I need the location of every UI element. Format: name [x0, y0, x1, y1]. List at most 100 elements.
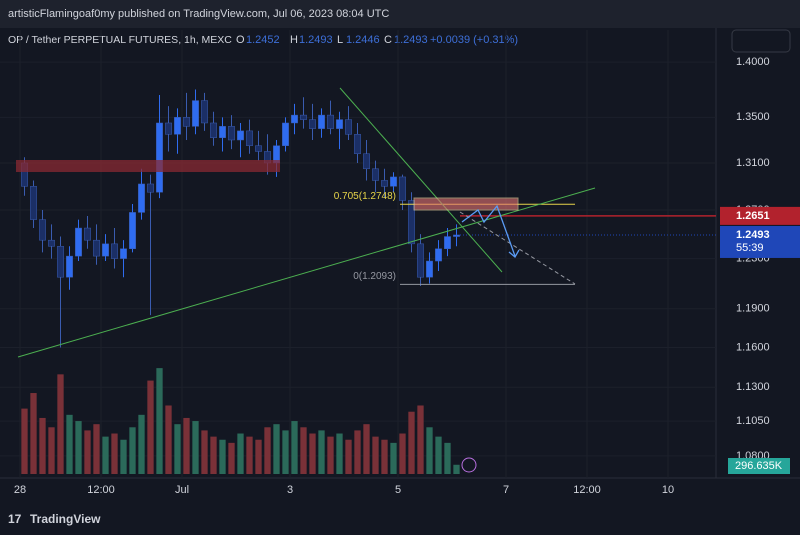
publish-bar	[0, 0, 800, 28]
volume-bar	[309, 433, 316, 474]
plot: 1.40001.35001.31001.27001.23001.19001.16…	[0, 30, 770, 496]
projection	[459, 211, 576, 285]
candle-body	[39, 219, 46, 241]
drawings	[16, 87, 596, 473]
fib-label: 0(1.2093)	[353, 271, 396, 282]
volume-bar	[390, 442, 397, 474]
x-tick-label: 10	[662, 484, 674, 496]
candle-body	[219, 126, 226, 138]
volume-bar	[183, 417, 190, 474]
fib-label: 0.705(1.2748)	[334, 191, 396, 202]
x-tick-label: 12:00	[573, 484, 601, 496]
volume-bar	[273, 424, 280, 474]
candle-body	[174, 117, 181, 135]
candle-body	[309, 119, 316, 129]
volume-bar	[318, 430, 325, 474]
ohlc-header: O 1.2452 H 1.2493 L 1.2446 C 1.2493 +0.0…	[236, 34, 518, 46]
candle-body	[327, 114, 334, 129]
volume-bar	[417, 405, 424, 474]
volume-bar	[435, 436, 442, 474]
candle-body	[129, 212, 136, 249]
candle-body	[111, 243, 118, 259]
x-tick-label: 7	[503, 484, 509, 496]
candle-body	[183, 117, 190, 127]
zone	[16, 160, 280, 172]
candle-body	[318, 114, 325, 129]
volume-bar	[21, 408, 28, 474]
volume-bar	[300, 427, 307, 474]
footer-bar	[0, 505, 800, 535]
c-label: C	[384, 34, 392, 46]
y-tick-label: 1.3100	[736, 157, 770, 169]
candle-body	[453, 234, 460, 237]
icon[interactable]	[461, 457, 477, 473]
candle-body	[165, 122, 172, 135]
publisher-line: artisticFlamingoaf0my published on Tradi…	[8, 8, 389, 20]
path-arrow	[461, 204, 516, 257]
volume-bar	[174, 424, 181, 474]
volume-bar	[120, 439, 127, 474]
c-value: 1.2493	[394, 34, 428, 46]
candle-body	[390, 176, 397, 187]
volume-bar	[75, 421, 82, 474]
candle-body	[102, 243, 109, 257]
candle-body	[291, 114, 298, 124]
y-tick-label: 1.1600	[736, 341, 770, 353]
arrow-head	[508, 249, 520, 258]
volume-bar	[201, 430, 208, 474]
x-tick-label: 12:00	[87, 484, 115, 496]
volume-bar	[30, 393, 37, 474]
volume-bar	[210, 436, 217, 474]
candle-body	[363, 153, 370, 170]
y-tick-label: 1.1300	[736, 381, 770, 393]
footer-logo: TradingView	[30, 512, 101, 526]
volume-bar	[246, 436, 253, 474]
candle-body	[57, 246, 64, 278]
level-label: 1.2651	[736, 210, 770, 222]
volume-bar	[372, 436, 379, 474]
last-price-label: 1.2493	[736, 229, 770, 241]
candle-body	[435, 248, 442, 262]
volume-bar	[156, 368, 163, 474]
volume-bar	[354, 430, 361, 474]
candle-body	[417, 243, 424, 278]
volume-bar	[363, 424, 370, 474]
button[interactable]	[731, 29, 791, 53]
volume-bar	[147, 380, 154, 474]
volume-bar	[444, 442, 451, 474]
volume-bar	[66, 414, 73, 474]
volume-bar	[381, 439, 388, 474]
volume-bar	[282, 430, 289, 474]
volume-bar	[426, 427, 433, 474]
o-value: 1.2452	[246, 34, 280, 46]
volume-bar	[219, 439, 226, 474]
volume-bar	[84, 430, 91, 474]
candle-body	[399, 176, 406, 201]
candle-body	[93, 239, 100, 257]
volume-badge	[728, 458, 790, 474]
symbol: OP / Tether PERPETUAL FUTURES, 1h, MEXC	[8, 34, 232, 46]
trendline	[17, 187, 596, 358]
candle-body	[228, 126, 235, 141]
candle-body	[201, 100, 208, 124]
volume-bar	[93, 424, 100, 474]
volume-bar	[291, 421, 298, 474]
change: +0.0039 (+0.31%)	[430, 34, 518, 46]
candle-body	[408, 200, 415, 245]
candle-body	[84, 227, 91, 241]
zone	[413, 197, 519, 211]
candle-body	[48, 239, 55, 247]
volume-bar	[102, 436, 109, 474]
candle-body	[372, 168, 379, 181]
volume-bar	[453, 464, 460, 474]
candle-body	[120, 248, 127, 259]
volume-bar	[39, 417, 46, 474]
volume-bar	[255, 439, 262, 474]
volume-bar	[336, 433, 343, 474]
x-tick-label: 3	[287, 484, 293, 496]
volume-bar	[408, 411, 415, 474]
volume-bar	[48, 427, 55, 474]
volume-bar	[399, 433, 406, 474]
volume-bar	[327, 436, 334, 474]
